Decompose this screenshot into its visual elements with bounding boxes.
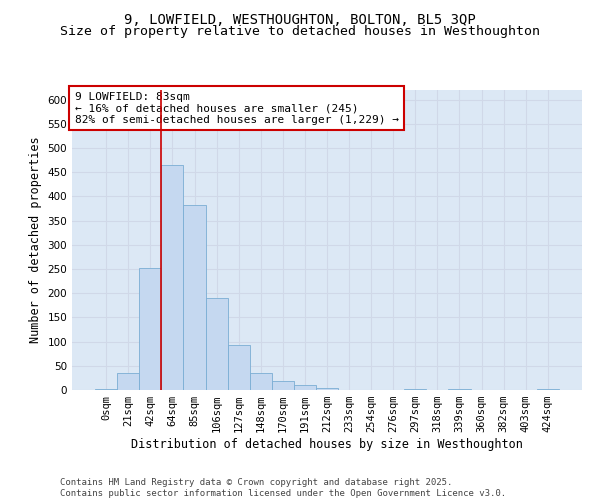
Bar [272, 382, 294, 390]
Bar [95, 389, 117, 390]
Text: 9 LOWFIELD: 83sqm
← 16% of detached houses are smaller (245)
82% of semi-detache: 9 LOWFIELD: 83sqm ← 16% of detached hous… [74, 92, 398, 124]
Bar [250, 372, 272, 390]
X-axis label: Distribution of detached houses by size in Westhoughton: Distribution of detached houses by size … [131, 438, 523, 451]
Y-axis label: Number of detached properties: Number of detached properties [29, 136, 42, 344]
Bar [161, 164, 184, 390]
Bar [227, 345, 250, 390]
Text: Contains HM Land Registry data © Crown copyright and database right 2025.
Contai: Contains HM Land Registry data © Crown c… [60, 478, 506, 498]
Bar [184, 204, 206, 390]
Bar [404, 389, 427, 390]
Bar [206, 298, 227, 390]
Bar [117, 373, 139, 390]
Bar [448, 389, 470, 390]
Bar [139, 268, 161, 390]
Bar [537, 389, 559, 390]
Text: 9, LOWFIELD, WESTHOUGHTON, BOLTON, BL5 3QP: 9, LOWFIELD, WESTHOUGHTON, BOLTON, BL5 3… [124, 12, 476, 26]
Text: Size of property relative to detached houses in Westhoughton: Size of property relative to detached ho… [60, 25, 540, 38]
Bar [316, 388, 338, 390]
Bar [294, 384, 316, 390]
